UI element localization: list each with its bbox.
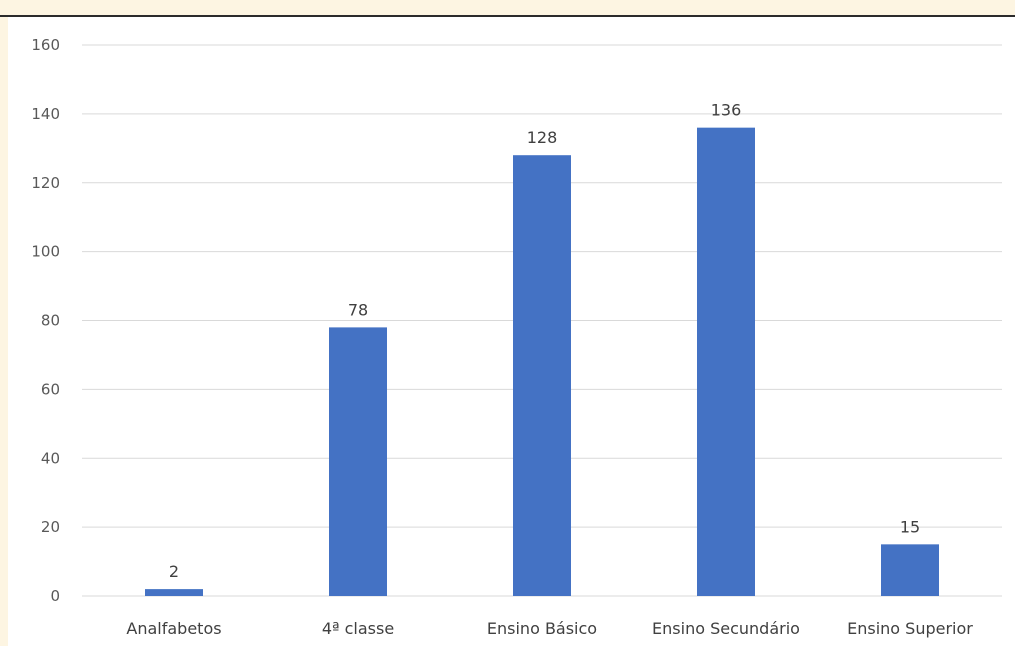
data-label: 128 <box>527 128 558 147</box>
category-label: Ensino Secundário <box>652 619 800 638</box>
y-tick-label: 40 <box>41 449 60 467</box>
y-tick-label: 20 <box>41 518 60 536</box>
category-label: Analfabetos <box>126 619 221 638</box>
bar <box>513 155 571 596</box>
y-tick-label: 100 <box>31 243 60 261</box>
plot-area <box>8 17 1015 646</box>
category-label: 4ª classe <box>322 619 394 638</box>
bar <box>881 544 939 596</box>
top-border-line <box>0 15 1015 17</box>
category-label: Ensino Superior <box>847 619 973 638</box>
bars <box>145 127 939 597</box>
bar <box>145 589 203 596</box>
data-label: 15 <box>900 517 920 536</box>
y-tick-label: 60 <box>41 380 60 398</box>
y-tick-label: 120 <box>31 174 60 192</box>
bar <box>329 327 387 596</box>
y-axis-tick-labels: 0 20 40 60 80 100 120 140 160 <box>31 36 60 605</box>
category-label: Ensino Básico <box>487 619 597 638</box>
x-axis-category-labels: Analfabetos 4ª classe Ensino Básico Ensino … <box>126 619 973 638</box>
bar <box>697 127 755 597</box>
y-tick-label: 160 <box>31 36 60 54</box>
y-tick-label: 0 <box>50 587 60 605</box>
data-label: 136 <box>711 101 742 120</box>
data-label: 2 <box>169 562 179 581</box>
y-tick-label: 80 <box>41 312 60 330</box>
data-labels: 2 78 128 136 15 <box>169 101 920 581</box>
y-tick-label: 140 <box>31 105 60 123</box>
data-label: 78 <box>348 300 368 319</box>
